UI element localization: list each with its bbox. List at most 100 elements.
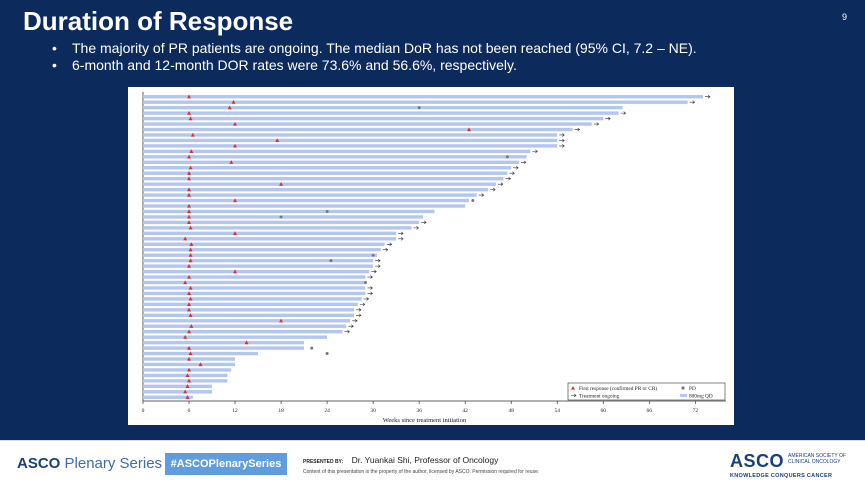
ongoing-arrow [559,144,565,148]
response-marker [187,329,192,334]
bar [143,319,351,323]
bar [143,209,435,214]
bar [143,351,259,356]
bullet-item: The majority of PR patients are ongoing.… [52,40,697,57]
bar [143,220,420,225]
bar [143,149,531,154]
chart-panel: 0 6 12 18 24 30 36 42 48 54 60 66 72 Weeks since trea… [128,87,734,425]
bar [143,237,397,241]
ongoing-arrow [593,122,600,126]
bar [143,280,366,285]
bar [143,198,470,203]
x-tick-label: 60 [601,408,607,414]
bar [143,111,619,115]
response-marker [244,340,249,345]
pd-marker [371,253,375,257]
legend-arrow-symbol [571,393,577,398]
asco-org-name: AMERICAN SOCIETY OF CLINICAL ONCOLOGY [788,453,846,465]
response-marker [189,242,194,246]
response-marker [233,198,238,203]
response-marker [185,373,190,378]
bar [143,269,370,274]
ongoing-arrow [520,160,527,165]
bar [143,95,703,99]
response-marker [187,171,192,175]
asco-logo: ASCO AMERICAN SOCIETY OF CLINICAL ONCOLO… [730,451,846,479]
response-marker [183,389,188,394]
response-marker [187,110,192,115]
ongoing-arrow [509,171,515,175]
slide-title: Duration of Response [23,6,294,36]
ongoing-arrow [559,133,565,137]
response-marker [188,252,193,257]
response-marker [187,220,192,225]
pd-marker [310,346,314,350]
pd-marker [325,209,329,213]
bar [143,362,236,367]
response-marker [233,269,238,274]
ongoing-arrow [375,264,381,268]
x-tick-label: 66 [647,408,653,414]
x-tick-label: 42 [462,408,468,414]
bar [143,253,377,257]
pd-marker [325,352,329,356]
presenter-name: Dr. Yuankai Shi, Professor of Oncology [351,455,499,465]
bar [143,335,328,339]
bar [143,308,354,312]
x-tick-label: 18 [278,408,284,414]
bar [143,395,193,399]
legend-ongoing-label: Treatment ongoing [579,394,620,400]
footer: ASCO Plenary Series #ASCOPlenarySeries P… [0,440,865,488]
response-marker [185,384,190,388]
response-marker [187,307,192,312]
pd-marker [279,215,283,219]
response-marker [188,225,193,230]
ongoing-arrow [421,220,427,225]
pd-marker [417,106,421,110]
ongoing-arrow [367,291,373,296]
ongoing-arrow [574,127,581,132]
ongoing-arrow [559,138,565,143]
response-marker [187,187,192,192]
ongoing-arrow [478,193,485,197]
ongoing-arrow [355,313,362,318]
response-marker [185,395,190,399]
ongoing-arrow [352,319,358,323]
response-marker [275,138,280,143]
response-marker [189,149,194,153]
bar [143,373,228,378]
ongoing-arrow [355,308,362,312]
x-tick-label: 24 [324,408,330,414]
response-marker [231,99,236,104]
bar [143,313,354,317]
response-marker [187,192,192,197]
bar [143,390,213,394]
presented-label: PRESENTED BY: [303,459,344,465]
response-marker [187,345,192,350]
response-marker [279,318,284,323]
bar [143,127,573,132]
bar [143,330,343,334]
bar [143,340,305,345]
pd-marker [329,259,333,263]
response-marker [467,127,472,132]
response-marker [187,176,192,181]
asco-plenary-logo: ASCO Plenary Series [17,455,162,472]
ongoing-arrow [348,324,354,328]
bar [143,258,374,263]
ongoing-arrow [398,231,404,236]
response-marker [188,296,193,301]
bar [143,122,592,126]
x-tick-label: 30 [370,408,376,414]
bar [143,275,366,279]
x-tick-label: 36 [416,408,422,414]
response-marker [187,356,192,361]
hashtag-badge: #ASCOPlenarySeries [165,453,287,475]
bar [143,346,305,350]
bar [143,193,477,197]
response-marker [187,367,192,372]
bar [143,215,423,219]
ongoing-arrow [689,100,696,104]
response-marker [187,214,192,219]
bar [143,177,504,181]
